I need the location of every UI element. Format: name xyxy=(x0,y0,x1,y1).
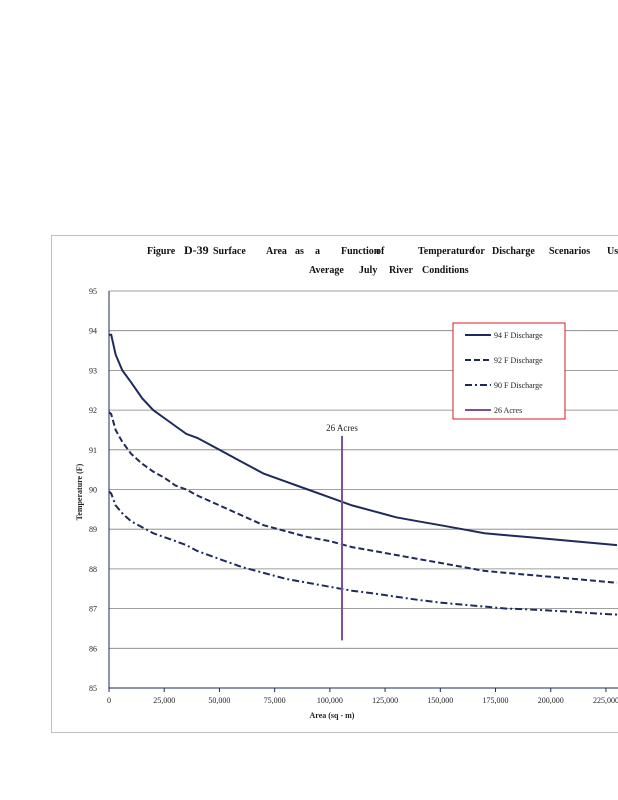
y-tick-label: 94 xyxy=(89,327,97,336)
y-tick-labels: 85 86 87 88 89 90 91 92 93 94 95 xyxy=(89,287,97,693)
x-tick-label: 150,000 xyxy=(427,696,453,705)
y-tick-label: 95 xyxy=(89,287,97,296)
y-tick-label: 92 xyxy=(89,406,97,415)
gridlines xyxy=(109,290,618,649)
x-tick-label: 100,000 xyxy=(317,696,343,705)
x-tick-label: 0 xyxy=(107,696,111,705)
acres-marker-label: 26 Acres xyxy=(326,423,358,433)
chart-frame: Figure D-39 Surface Area as a Function of Temper… xyxy=(51,235,618,733)
title-word: July xyxy=(359,265,377,276)
x-tick-label: 25,000 xyxy=(153,696,175,705)
legend-label: 92 F Discharge xyxy=(494,356,543,365)
series-line-dashed xyxy=(108,411,618,584)
x-tick-label: 125,000 xyxy=(372,696,398,705)
title-word: Average xyxy=(309,265,344,276)
legend: 94 F Discharge 92 F Discharge 90 F Dischar… xyxy=(452,322,566,420)
y-tick-label: 91 xyxy=(89,446,97,455)
x-tick-label: 50,000 xyxy=(208,696,230,705)
legend-label: 90 F Discharge xyxy=(494,381,543,390)
title-word: Us xyxy=(607,246,618,257)
x-tick-label: 225,000 xyxy=(593,696,618,705)
y-tick-label: 93 xyxy=(89,366,97,375)
title-word: Figure xyxy=(147,246,176,257)
title-word: Conditions xyxy=(422,265,469,276)
title-word: Area xyxy=(266,246,287,257)
title-word: D-39 xyxy=(184,243,209,257)
x-tick-label: 175,000 xyxy=(483,696,509,705)
title-word: Function xyxy=(341,246,380,257)
legend-label: 26 Acres xyxy=(494,406,522,415)
title-word: as xyxy=(295,246,304,257)
x-tick-label: 75,000 xyxy=(264,696,286,705)
x-tick-label: 200,000 xyxy=(538,696,564,705)
acres-marker: 26 Acres xyxy=(326,423,358,641)
series-lines xyxy=(108,333,618,616)
y-tick-label: 86 xyxy=(89,644,97,653)
title-word: Temperature xyxy=(418,246,474,257)
title-word: Discharge xyxy=(492,246,535,257)
legend-label: 94 F Discharge xyxy=(494,331,543,340)
y-tick-label: 89 xyxy=(89,525,97,534)
series-line-dashdot xyxy=(108,490,618,616)
y-tick-label: 88 xyxy=(89,565,97,574)
title-word: of xyxy=(376,246,385,257)
y-axis-label: Temperature (F) xyxy=(75,463,84,520)
legend-box xyxy=(452,322,566,420)
title-word: Surface xyxy=(213,246,246,257)
x-tick-labels: 0 25,000 50,000 75,000 100,000 125,000 150,000… xyxy=(107,696,618,705)
y-tick-label: 90 xyxy=(89,486,97,495)
title-word: River xyxy=(389,265,413,276)
axes xyxy=(108,291,618,692)
y-tick-label: 85 xyxy=(89,684,97,693)
title-word: a xyxy=(315,246,320,257)
y-tick-label: 87 xyxy=(89,605,97,614)
title-word: for xyxy=(472,246,485,257)
series-line-solid xyxy=(109,333,618,547)
x-axis-label: Area (sq - m) xyxy=(310,711,355,720)
title-word: Scenarios xyxy=(549,246,590,257)
